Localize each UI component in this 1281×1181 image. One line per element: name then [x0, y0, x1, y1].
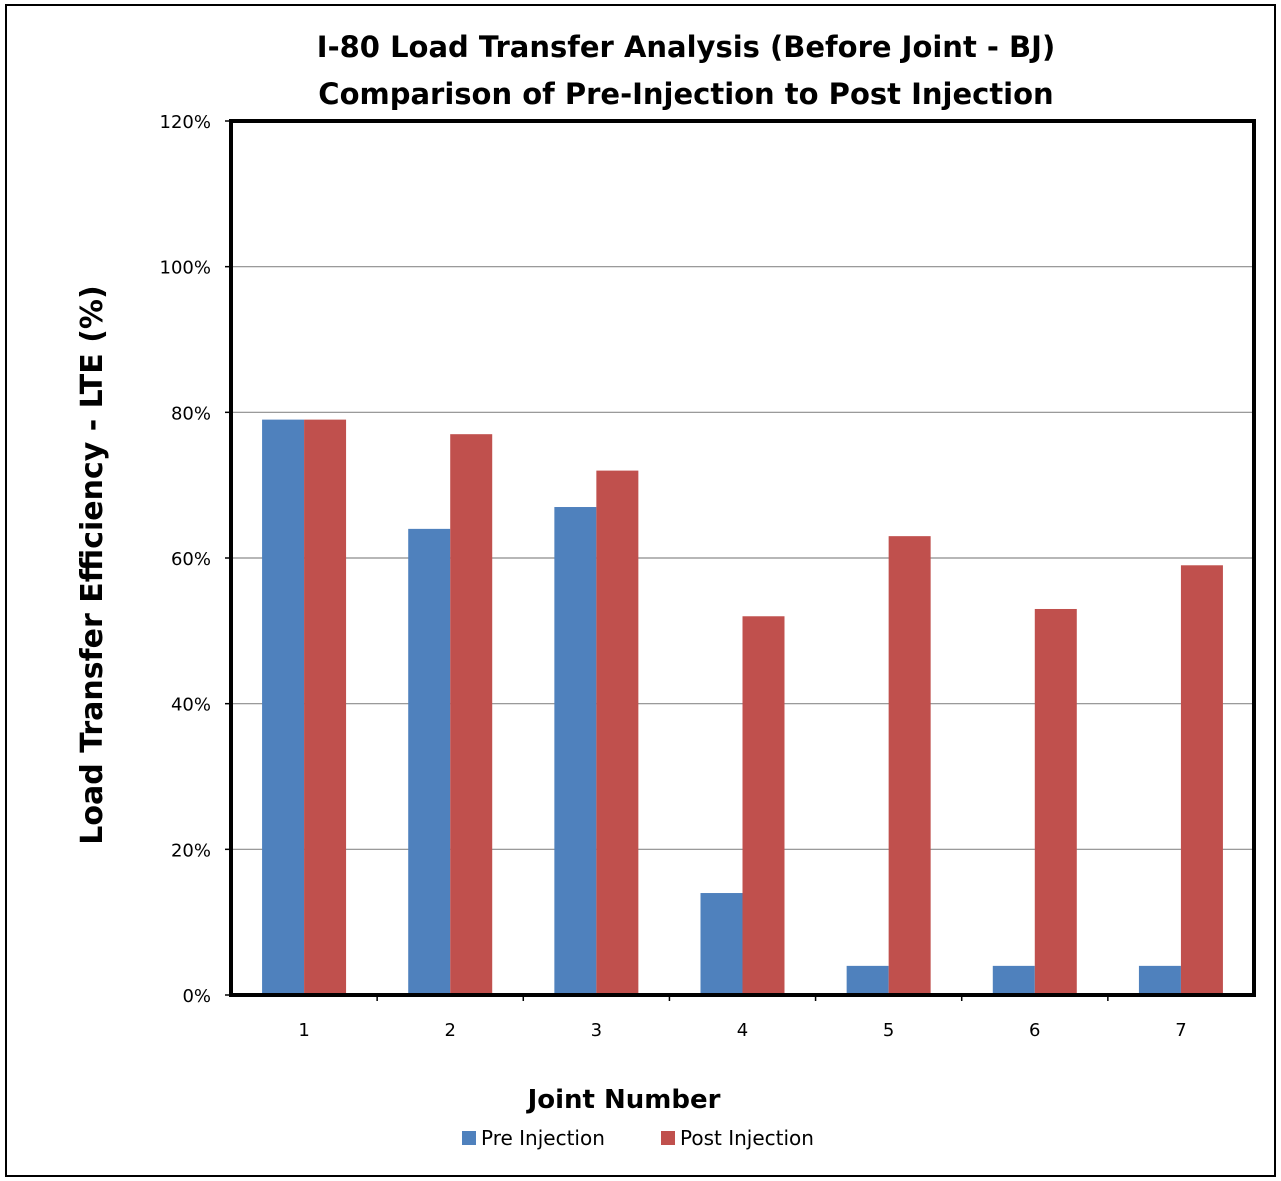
x-tick-label: 2: [444, 1020, 455, 1041]
bar-pre-injection-joint-5: [846, 965, 889, 995]
bar-pre-injection-joint-1: [262, 419, 305, 995]
bar-pre-injection-joint-6: [992, 965, 1035, 995]
y-tick-label: 80%: [171, 403, 211, 424]
chart-subtitle: Comparison of Pre-Injection to Post Inje…: [318, 77, 1053, 111]
x-tick-label: 6: [1029, 1020, 1040, 1041]
bar-pre-injection-joint-2: [408, 528, 451, 995]
x-tick-label: 7: [1175, 1020, 1186, 1041]
legend: Pre Injection Post Injection: [462, 1126, 814, 1150]
bar-post-injection-joint-3: [596, 470, 639, 996]
bar-pre-injection-joint-7: [1138, 965, 1181, 995]
legend-swatch-post-injection: [661, 1131, 675, 1145]
y-tick-label: 0%: [182, 986, 211, 1007]
x-tick-label: 4: [737, 1020, 748, 1041]
legend-swatch-pre-injection: [462, 1131, 476, 1145]
bar-post-injection-joint-7: [1180, 565, 1223, 995]
y-tick-label: 40%: [171, 695, 211, 716]
bar-post-injection-joint-2: [450, 434, 493, 995]
legend-label-post-injection: Post Injection: [680, 1126, 814, 1150]
bar-post-injection-joint-5: [888, 536, 931, 995]
y-axis-label: Load Transfer Efficiency - LTE (%): [75, 285, 110, 844]
plot-area-border: [229, 119, 1256, 997]
bar-post-injection-joint-1: [304, 419, 347, 995]
y-tick-label: 60%: [171, 549, 211, 570]
legend-label-pre-injection: Pre Injection: [481, 1126, 605, 1150]
bar-post-injection-joint-4: [742, 616, 785, 995]
y-tick-label: 120%: [160, 112, 211, 133]
y-tick-label: 100%: [160, 258, 211, 279]
x-tick-label: 3: [591, 1020, 602, 1041]
y-tick-label: 20%: [171, 840, 211, 861]
chart-title: I-80 Load Transfer Analysis (Before Join…: [317, 30, 1055, 64]
x-axis-ticks: 1 2 3 4 5 6 7: [298, 995, 1187, 1041]
x-tick-label: 5: [883, 1020, 894, 1041]
axes: [229, 119, 1256, 997]
x-axis-label: Joint Number: [526, 1085, 721, 1115]
x-tick-label: 1: [298, 1020, 309, 1041]
bar-post-injection-joint-6: [1034, 608, 1077, 995]
bars: [262, 419, 1223, 996]
y-axis-ticks: 0% 20% 40% 60% 80% 100% 120%: [160, 112, 231, 1007]
bar-pre-injection-joint-3: [554, 507, 597, 995]
bar-pre-injection-joint-4: [700, 893, 743, 995]
